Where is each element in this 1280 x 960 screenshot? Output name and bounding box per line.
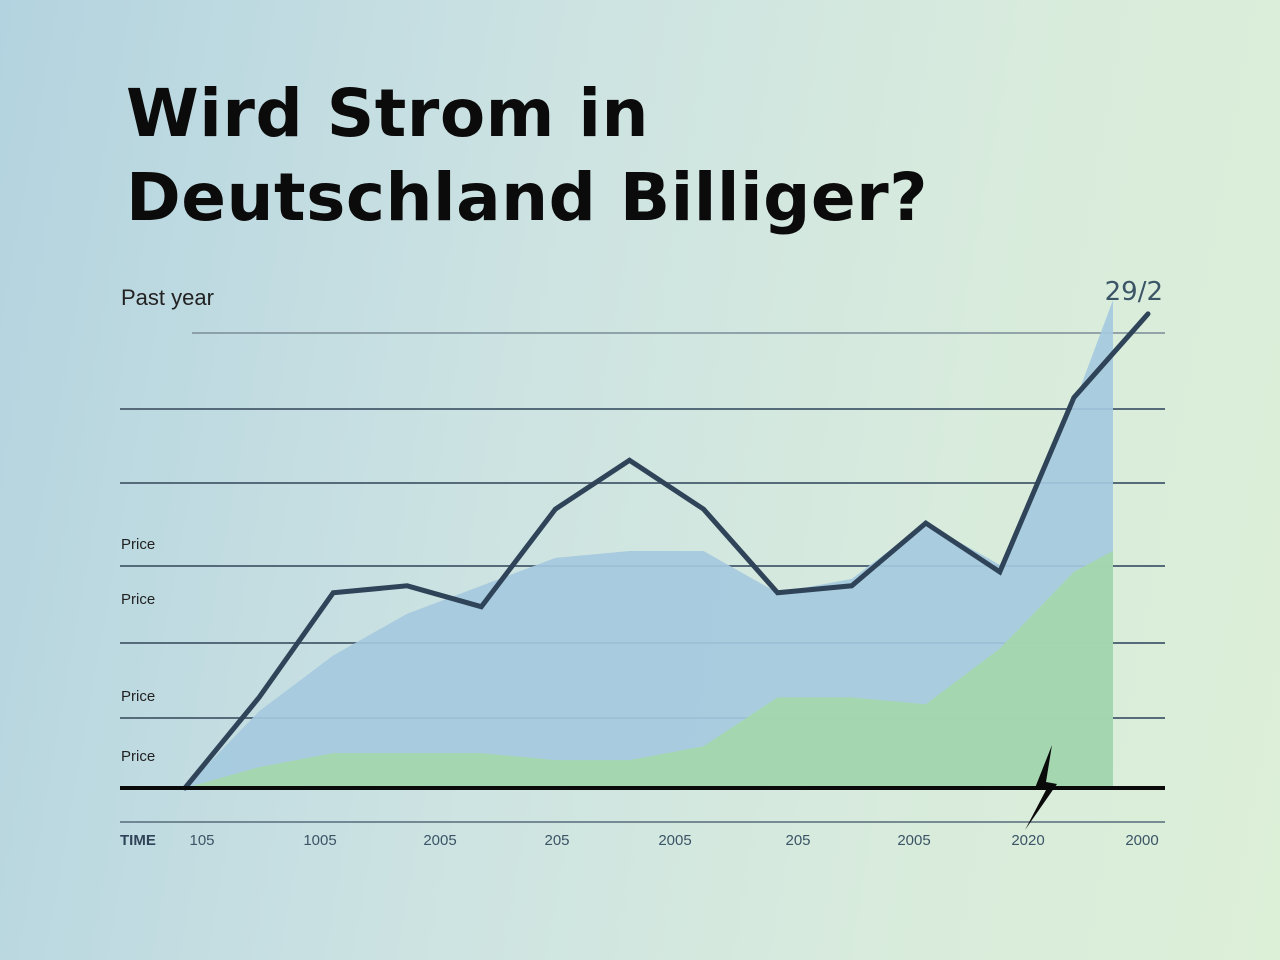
price-line-series xyxy=(182,311,1151,791)
line-point xyxy=(775,590,780,595)
y-tick-label: Price xyxy=(121,536,155,553)
line-point xyxy=(331,590,336,595)
y-tick-label: Price xyxy=(121,688,155,705)
line-point xyxy=(1146,311,1150,316)
line-point xyxy=(1071,395,1076,400)
line-point xyxy=(923,521,928,526)
area-blue-series xyxy=(185,300,1113,788)
y-tick-label: Price xyxy=(121,748,155,765)
x-tick-label: 105 xyxy=(189,832,214,849)
line-point xyxy=(257,695,262,700)
x-axis-label: TIME xyxy=(120,832,156,849)
line-point xyxy=(479,604,484,609)
line-point xyxy=(701,507,706,512)
x-tick-label: 1005 xyxy=(303,832,336,849)
chart-title-line-2: Deutschland Billiger? xyxy=(126,159,928,236)
lightning-bolt-icon xyxy=(1025,745,1057,830)
line-point xyxy=(627,458,632,463)
top-right-label: 29/2 xyxy=(1105,277,1163,307)
area-green-series xyxy=(185,551,1113,788)
chart-title: Wird Strom in Deutschland Billiger? xyxy=(126,72,928,240)
x-tick-labels: 105 1005 2005 205 2005 205 2005 2020 200… xyxy=(189,832,1158,849)
x-tick-label: 2005 xyxy=(423,832,456,849)
y-tick-label: Price xyxy=(121,591,155,608)
line-point xyxy=(849,583,854,588)
line-point xyxy=(997,569,1002,574)
x-tick-label: 205 xyxy=(544,832,569,849)
line-point xyxy=(553,507,558,512)
x-tick-label: 2020 xyxy=(1011,832,1044,849)
chart-title-line-1: Wird Strom in xyxy=(126,75,650,152)
price-line-points xyxy=(183,311,1150,790)
chart-subtitle: Past year xyxy=(121,285,214,310)
x-tick-label: 2005 xyxy=(897,832,930,849)
line-point xyxy=(405,583,410,588)
x-tick-label: 205 xyxy=(785,832,810,849)
x-tick-label: 2005 xyxy=(658,832,691,849)
x-tick-label: 2000 xyxy=(1125,832,1158,849)
